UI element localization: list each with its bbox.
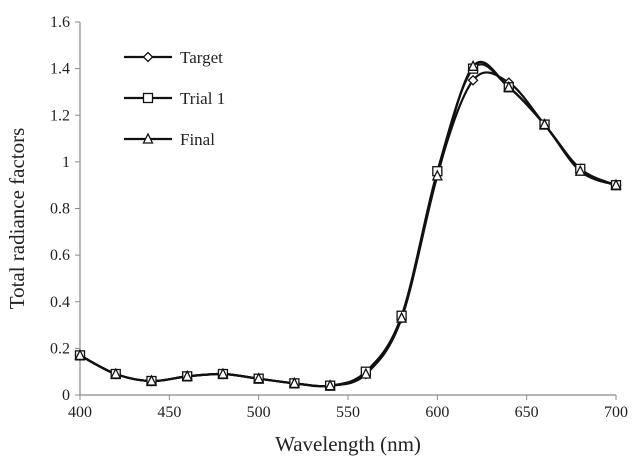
y-tick-label: 0.8 <box>50 201 70 218</box>
y-ticks: 0 0.2 0.4 0.6 0.8 1 1.2 1.4 1.6 <box>50 14 80 404</box>
data-point-target <box>467 74 479 86</box>
series-points-trial-1 <box>74 63 622 391</box>
data-point-final <box>431 169 443 181</box>
data-point-final <box>288 376 300 388</box>
x-tick-label: 500 <box>247 404 271 421</box>
series-points-target <box>74 74 622 392</box>
x-tick-label: 700 <box>604 404 628 421</box>
legend-item-target: Target <box>124 48 223 67</box>
series-layer <box>74 59 622 392</box>
y-tick-label: 0 <box>62 387 70 404</box>
data-point-final <box>74 348 86 361</box>
legend-label-target: Target <box>180 48 223 67</box>
series-line-target <box>79 71 617 388</box>
axes <box>79 22 616 396</box>
data-point-final <box>610 178 622 190</box>
data-point-final <box>253 372 265 384</box>
y-tick-label: 1.6 <box>50 14 70 31</box>
data-point-final <box>217 367 229 379</box>
legend-marker-target <box>142 51 154 63</box>
data-point-final <box>503 80 515 92</box>
data-point-final <box>467 59 479 71</box>
y-tick-label: 1.4 <box>50 61 70 78</box>
data-point-final <box>396 311 408 323</box>
legend: Target Trial 1 Final <box>124 48 225 149</box>
series-points-final <box>74 59 622 391</box>
y-tick-label: 0.4 <box>50 294 70 311</box>
y-axis-title: Total radiance factors <box>5 128 29 310</box>
data-point-final <box>181 369 193 382</box>
data-point-final <box>324 379 336 391</box>
legend-label-final: Final <box>180 130 215 149</box>
x-tick-label: 650 <box>515 404 539 421</box>
series-final <box>79 60 617 388</box>
legend-item-final: Final <box>124 130 215 149</box>
y-tick-label: 0.6 <box>50 247 70 264</box>
y-tick-label: 1.2 <box>50 107 70 124</box>
data-point-final <box>360 367 372 379</box>
series-line-final <box>79 60 617 388</box>
legend-label-trial-1: Trial 1 <box>180 89 225 108</box>
x-tick-label: 550 <box>336 404 360 421</box>
legend-marker-final <box>142 132 154 144</box>
y-tick-label: 1 <box>62 154 70 171</box>
legend-marker-trial-1 <box>142 92 154 104</box>
x-axis-title: Wavelength (nm) <box>275 432 421 456</box>
legend-item-trial-1: Trial 1 <box>124 89 225 108</box>
y-tick-label: 0.2 <box>50 340 70 357</box>
data-point-final <box>574 164 586 176</box>
series-target <box>79 71 617 388</box>
x-ticks: 400 450 500 550 600 650 700 <box>68 395 628 421</box>
data-point-final <box>145 374 158 386</box>
x-tick-label: 400 <box>68 404 92 421</box>
data-point-final <box>110 367 122 379</box>
x-tick-label: 450 <box>157 404 181 421</box>
x-tick-label: 600 <box>425 404 449 421</box>
data-point-final <box>538 118 551 130</box>
